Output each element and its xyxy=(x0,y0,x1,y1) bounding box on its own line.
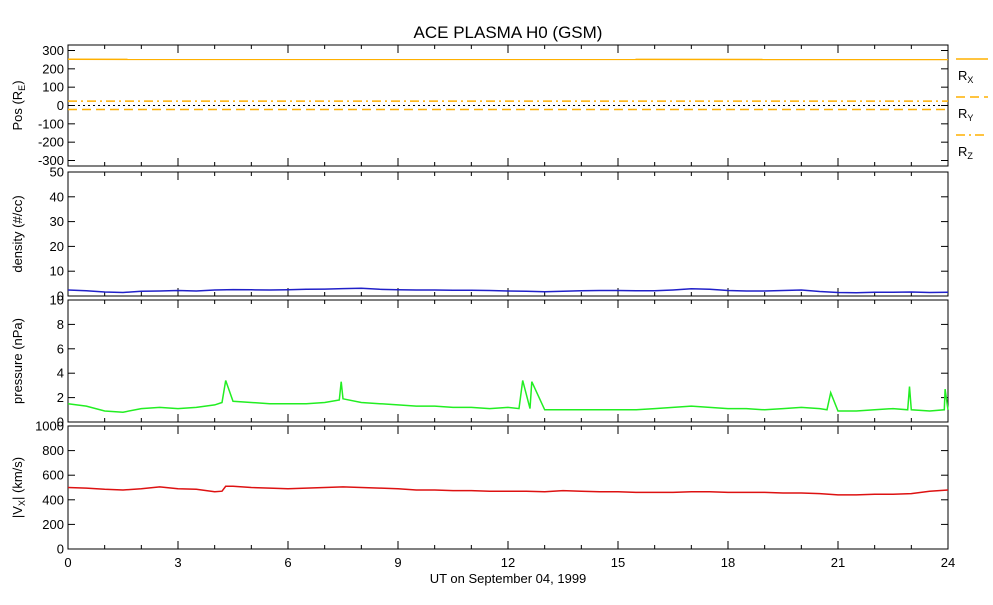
y-tick-label: 6 xyxy=(57,341,64,356)
y-tick-label: 30 xyxy=(50,214,64,229)
y-axis-label-pressure: pressure (nPa) xyxy=(10,318,25,404)
legend-label-ry: RY xyxy=(958,106,973,123)
y-axis-label-pos: Pos (RE) xyxy=(10,80,27,130)
y-tick-label: 600 xyxy=(42,468,64,483)
y-tick-label: -100 xyxy=(38,116,64,131)
series-line-pressure xyxy=(68,381,948,413)
legend-label-rx: RX xyxy=(958,68,973,85)
x-tick-label: 24 xyxy=(941,555,955,570)
y-tick-label: 1000 xyxy=(35,419,64,434)
y-tick-label: 40 xyxy=(50,189,64,204)
y-tick-label: 300 xyxy=(42,43,64,58)
x-tick-label: 6 xyxy=(284,555,291,570)
y-axis-label-density: density (#/cc) xyxy=(10,195,25,272)
y-tick-label: 0 xyxy=(57,542,64,557)
y-tick-label: 20 xyxy=(50,239,64,254)
x-tick-label: 9 xyxy=(394,555,401,570)
y-tick-label: 400 xyxy=(42,492,64,507)
y-tick-label: 8 xyxy=(57,317,64,332)
chart-title: ACE PLASMA H0 (GSM) xyxy=(414,23,603,42)
y-tick-label: 4 xyxy=(57,366,64,381)
y-axis-label-vx: |VX| (km/s) xyxy=(10,457,27,518)
y-tick-label: 200 xyxy=(42,61,64,76)
panel-frame xyxy=(68,172,948,296)
y-tick-label: 10 xyxy=(50,264,64,279)
x-tick-label: 3 xyxy=(174,555,181,570)
y-tick-label: 2 xyxy=(57,390,64,405)
panel-frame xyxy=(68,426,948,549)
y-tick-label: -200 xyxy=(38,135,64,150)
x-tick-label: 12 xyxy=(501,555,515,570)
x-axis-label: UT on September 04, 1999 xyxy=(430,571,587,586)
y-tick-label: 50 xyxy=(50,165,64,180)
x-tick-label: 18 xyxy=(721,555,735,570)
y-tick-label: 100 xyxy=(42,80,64,95)
x-tick-label: 21 xyxy=(831,555,845,570)
y-tick-label: 200 xyxy=(42,517,64,532)
x-tick-label: 15 xyxy=(611,555,625,570)
y-tick-label: 800 xyxy=(42,443,64,458)
x-tick-label: 0 xyxy=(64,555,71,570)
panel-frame xyxy=(68,300,948,422)
panel-vx: 0 200 400 600 800 1000 |VX| (km/s) xyxy=(10,419,948,557)
legend-label-rz: RZ xyxy=(958,144,973,161)
series-line-vx xyxy=(68,486,948,495)
y-tick-label: 0 xyxy=(57,98,64,113)
y-tick-label: 10 xyxy=(50,293,64,308)
